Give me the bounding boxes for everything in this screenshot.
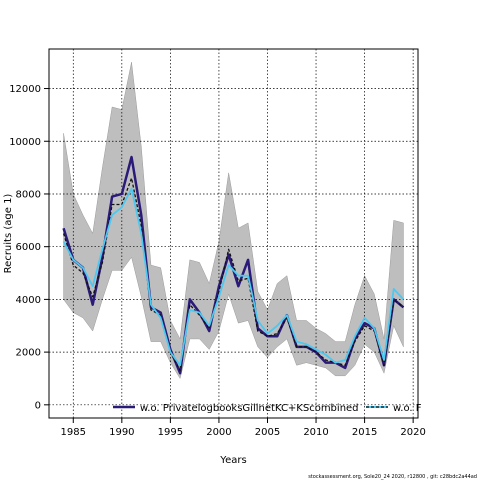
x-tick-label: 1995 bbox=[158, 427, 183, 438]
x-tick-label: 1990 bbox=[109, 427, 134, 438]
x-tick-label: 2005 bbox=[255, 427, 280, 438]
y-tick-label: 0 bbox=[35, 400, 41, 411]
x-tick-label: 2020 bbox=[400, 427, 425, 438]
legend: w.o. PrivatelogbooksGillnetKC+KScombined… bbox=[113, 403, 422, 414]
x-tick-label: 2000 bbox=[206, 427, 231, 438]
y-axis: 0 2000 4000 6000 8000 10000 12000 bbox=[9, 84, 49, 411]
series-line-2 bbox=[62, 177, 404, 372]
x-tick-label: 2010 bbox=[303, 427, 328, 438]
series-line-3 bbox=[62, 187, 405, 367]
y-tick-label: 12000 bbox=[9, 84, 41, 95]
y-tick-label: 10000 bbox=[9, 137, 41, 148]
x-tick-label: 1985 bbox=[61, 427, 86, 438]
y-tick-label: 8000 bbox=[16, 189, 41, 200]
x-axis-title: Years bbox=[219, 455, 246, 466]
series-lines-group bbox=[62, 155, 405, 375]
x-axis: 1985 1990 1995 2000 2005 2010 2015 2020 bbox=[61, 418, 426, 438]
confidence-band bbox=[63, 62, 404, 380]
footer-credit: stockassessment.org, Sole20_24 2020, r12… bbox=[308, 474, 477, 480]
y-tick-label: 2000 bbox=[16, 348, 41, 359]
legend-label-series-3: w.o. F bbox=[393, 403, 422, 414]
plot-frame bbox=[48, 48, 419, 419]
y-axis-title: Recruits (age 1) bbox=[3, 194, 14, 274]
confidence-band-group bbox=[63, 62, 404, 380]
x-tick-label: 2015 bbox=[352, 427, 377, 438]
y-tick-label: 6000 bbox=[16, 242, 41, 253]
legend-label-series-1: w.o. PrivatelogbooksGillnetKC+KScombined bbox=[140, 403, 359, 414]
y-tick-label: 4000 bbox=[16, 295, 41, 306]
